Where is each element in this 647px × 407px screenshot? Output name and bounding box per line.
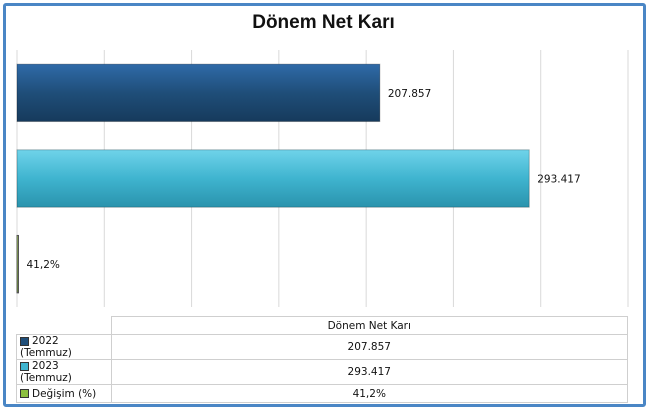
table-row: Değişim (%) 41,2% xyxy=(16,384,628,403)
data-table: Dönem Net Karı 2022 (Temmuz) 207.857 202… xyxy=(16,316,628,403)
legend-key-icon xyxy=(20,389,29,398)
chart-title: Dönem Net Karı xyxy=(252,12,395,33)
table-row: 2022 (Temmuz) 207.857 xyxy=(16,334,628,360)
bars xyxy=(16,63,530,294)
legend-key-icon xyxy=(20,361,29,371)
bar-1 xyxy=(16,149,530,208)
table-row-label: 2023 (Temmuz) xyxy=(16,359,112,385)
data-label-2: 41,2% xyxy=(27,259,60,271)
data-label-1: 293.417 xyxy=(537,174,580,186)
table-row-label: 2022 (Temmuz) xyxy=(16,334,112,360)
table-cell: 41,2% xyxy=(110,384,628,403)
table-corner xyxy=(16,316,112,335)
data-label-0: 207.857 xyxy=(388,88,431,100)
bar-2 xyxy=(16,234,19,294)
legend-key-icon xyxy=(20,336,29,346)
data-labels: 207.857 293.417 41,2% xyxy=(27,88,581,271)
table-header: Dönem Net Karı xyxy=(110,316,628,335)
table-row-label: Değişim (%) xyxy=(16,384,112,403)
table-cell: 207.857 xyxy=(110,334,628,360)
table-row: 2023 (Temmuz) 293.417 xyxy=(16,359,628,385)
bar-0 xyxy=(16,63,381,123)
table-cell: 293.417 xyxy=(110,359,628,385)
